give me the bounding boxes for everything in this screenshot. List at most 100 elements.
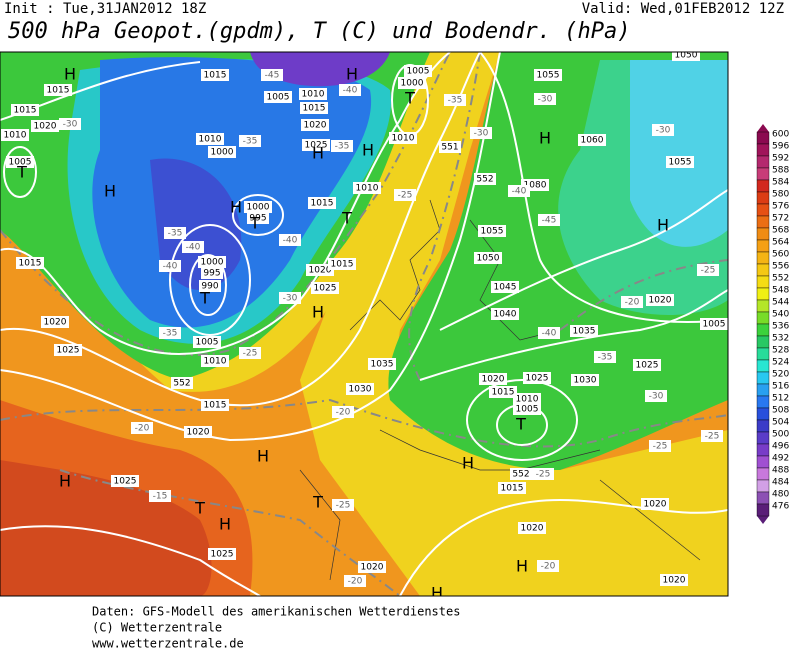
colorbar-swatch xyxy=(756,191,770,205)
colorbar-label: 584 xyxy=(772,178,789,188)
colorbar-label: 484 xyxy=(772,478,789,488)
contour-label: 1010 xyxy=(356,184,379,194)
label-box xyxy=(261,69,283,81)
label-box xyxy=(578,134,606,146)
contour-label: 1015 xyxy=(303,104,326,114)
colorbar-label: 508 xyxy=(772,406,789,416)
contour-label: -20 xyxy=(348,577,363,587)
colorbar-label: 576 xyxy=(772,202,789,212)
contour-label: -20 xyxy=(541,562,556,572)
contour-label: 1050 xyxy=(477,254,500,264)
label-box xyxy=(239,347,261,359)
label-box xyxy=(6,156,34,168)
contour-label: -35 xyxy=(598,353,613,363)
colorbar-swatch xyxy=(756,431,770,445)
contour-label: 1005 xyxy=(516,405,539,415)
temperature-line xyxy=(0,52,451,356)
contour-label: -30 xyxy=(538,95,553,105)
label-box xyxy=(353,182,381,194)
label-box xyxy=(311,282,339,294)
label-box xyxy=(199,280,221,292)
contour-label: 1025 xyxy=(636,361,659,371)
contour-label: -45 xyxy=(542,216,557,226)
contour-label: -25 xyxy=(536,470,551,480)
colorbar-label: 560 xyxy=(772,250,789,260)
contour-label: 1020 xyxy=(309,266,332,276)
contour-label: -40 xyxy=(283,236,298,246)
label-box xyxy=(570,325,598,337)
label-box xyxy=(328,258,356,270)
label-box xyxy=(201,399,229,411)
temperature-line xyxy=(0,398,728,448)
colorbar-label: 536 xyxy=(772,322,789,332)
label-box xyxy=(700,318,728,330)
label-box xyxy=(41,316,69,328)
contour-label: -40 xyxy=(186,243,201,253)
label-box xyxy=(523,372,551,384)
pressure-center: H xyxy=(230,198,242,217)
label-box xyxy=(16,257,44,269)
colorbar-label: 532 xyxy=(772,334,789,344)
contour-label: 552 xyxy=(173,379,190,389)
cyan-region-east xyxy=(630,60,728,247)
colorbar-swatch xyxy=(756,347,770,361)
pressure-center: H xyxy=(312,303,324,322)
contour-label: -40 xyxy=(512,187,527,197)
label-box xyxy=(621,296,643,308)
isobar xyxy=(3,146,37,198)
label-box xyxy=(159,260,181,272)
label-box xyxy=(279,234,301,246)
colorbar-label: 572 xyxy=(772,214,789,224)
label-box xyxy=(537,560,559,572)
colorbar-label: 588 xyxy=(772,166,789,176)
label-box xyxy=(182,241,204,253)
colorbar-label: 520 xyxy=(772,370,789,380)
colorbar-swatch xyxy=(756,383,770,397)
label-box xyxy=(331,140,353,152)
label-box xyxy=(300,102,328,114)
label-box xyxy=(513,403,541,415)
label-box xyxy=(193,336,221,348)
isobar xyxy=(169,224,251,336)
map-frame xyxy=(0,51,729,597)
contour-label: 1000 xyxy=(201,258,224,268)
label-box xyxy=(196,133,224,145)
label-box xyxy=(534,69,562,81)
isobar xyxy=(479,52,728,323)
label-box xyxy=(301,119,329,131)
contour-label: 1000 xyxy=(211,148,234,158)
contour-label: -30 xyxy=(283,294,298,304)
pressure-center: T xyxy=(404,89,415,108)
colorbar-swatch xyxy=(756,251,770,265)
colorbar-swatch xyxy=(756,503,770,517)
label-box xyxy=(672,52,700,61)
contour-label: 1030 xyxy=(349,385,372,395)
colorbar-label: 580 xyxy=(772,190,789,200)
colorbar-swatch xyxy=(756,443,770,457)
colorbar-swatch xyxy=(756,419,770,433)
contour-label: -20 xyxy=(625,298,640,308)
temperature-line xyxy=(59,469,401,596)
contour-label: -25 xyxy=(336,501,351,511)
contour-label: 1080 xyxy=(524,181,547,191)
colorbar-cap xyxy=(757,124,769,132)
colorbar-label: 568 xyxy=(772,226,789,236)
pressure-center: H xyxy=(657,216,669,235)
isobar xyxy=(232,194,284,236)
label-box xyxy=(184,426,212,438)
contour-label: -35 xyxy=(243,137,258,147)
colorbar-label: 504 xyxy=(772,418,789,428)
pressure-center: T xyxy=(16,163,27,182)
pressure-center: T xyxy=(249,214,260,233)
label-box xyxy=(31,120,59,132)
contour-label: 1020 xyxy=(187,428,210,438)
colorbar: 600 596 592 588 584 580 576 572 568 564 560 556 552 5… xyxy=(756,124,789,524)
contour-label: 1025 xyxy=(114,477,137,487)
label-box xyxy=(538,327,560,339)
contour-label: 1015 xyxy=(14,106,37,116)
isobar xyxy=(399,498,728,596)
label-box xyxy=(474,173,496,185)
label-box xyxy=(701,430,723,442)
label-box xyxy=(201,355,229,367)
label-box xyxy=(652,124,674,136)
